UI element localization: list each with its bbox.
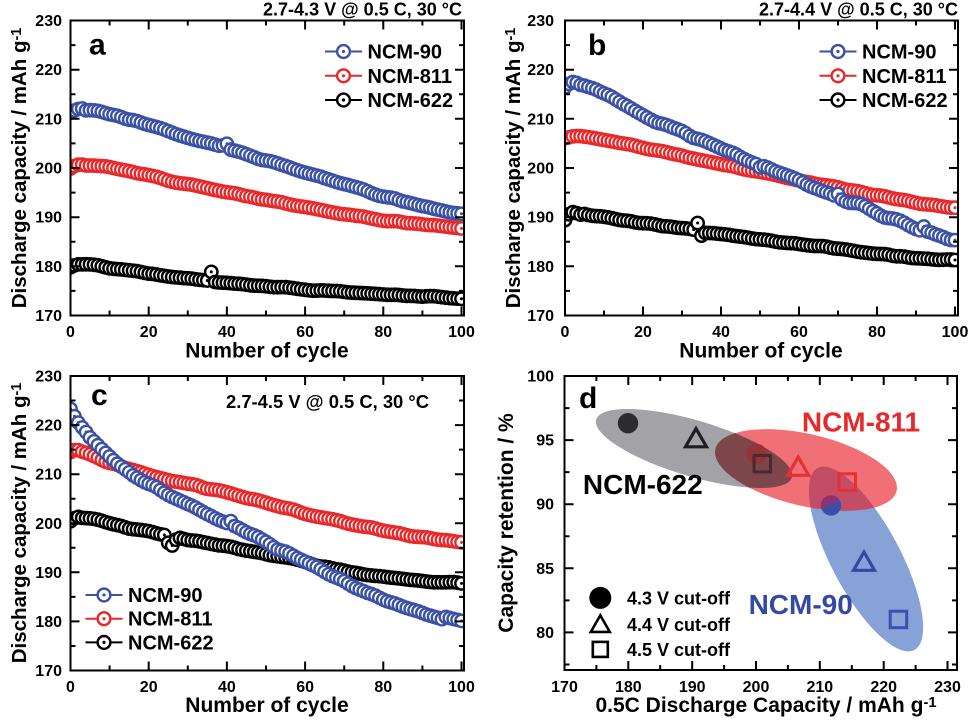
svg-text:220: 220	[35, 62, 62, 79]
svg-text:20: 20	[140, 679, 158, 696]
svg-text:180: 180	[527, 259, 554, 276]
svg-text:210: 210	[527, 111, 554, 128]
svg-text:c: c	[91, 379, 108, 412]
svg-text:100: 100	[448, 679, 475, 696]
svg-text:d: d	[579, 382, 597, 415]
svg-text:2.7-4.5 V @ 0.5 C, 30 °C: 2.7-4.5 V @ 0.5 C, 30 °C	[226, 392, 429, 412]
svg-text:Number of cycle: Number of cycle	[185, 694, 348, 717]
svg-text:170: 170	[35, 663, 62, 680]
svg-text:190: 190	[35, 210, 62, 227]
svg-text:230: 230	[527, 13, 554, 30]
svg-text:40: 40	[712, 324, 730, 341]
svg-text:2.7-4.3 V @ 0.5 C, 30 °C: 2.7-4.3 V @ 0.5 C, 30 °C	[263, 0, 462, 20]
svg-text:40: 40	[218, 679, 236, 696]
svg-text:0: 0	[66, 679, 75, 696]
svg-text:190: 190	[35, 565, 62, 582]
svg-text:Discharge capacity / mAh g-1: Discharge capacity / mAh g-1	[8, 28, 31, 309]
svg-text:NCM-90: NCM-90	[862, 42, 936, 64]
svg-text:200: 200	[35, 161, 62, 178]
svg-text:Capacity retention / %: Capacity retention / %	[495, 413, 518, 633]
svg-text:60: 60	[296, 324, 314, 341]
svg-text:210: 210	[35, 467, 62, 484]
svg-text:180: 180	[35, 614, 62, 631]
svg-text:200: 200	[527, 161, 554, 178]
svg-text:80: 80	[374, 324, 392, 341]
svg-text:180: 180	[35, 259, 62, 276]
svg-text:NCM-90: NCM-90	[749, 589, 853, 620]
svg-text:b: b	[588, 29, 606, 62]
svg-text:NCM-622: NCM-622	[368, 90, 454, 112]
svg-text:4.4 V cut-off: 4.4 V cut-off	[627, 615, 731, 635]
svg-text:0: 0	[66, 324, 75, 341]
svg-text:NCM-90: NCM-90	[128, 585, 202, 607]
svg-text:180: 180	[615, 679, 642, 696]
svg-text:170: 170	[527, 308, 554, 325]
svg-text:0: 0	[561, 324, 570, 341]
svg-text:80: 80	[868, 324, 886, 341]
svg-text:2.7-4.4 V @ 0.5 C, 30 °C: 2.7-4.4 V @ 0.5 C, 30 °C	[759, 0, 958, 20]
svg-text:230: 230	[934, 679, 961, 696]
svg-text:90: 90	[536, 497, 554, 514]
svg-text:NCM-90: NCM-90	[368, 42, 442, 64]
svg-text:80: 80	[536, 625, 554, 642]
svg-text:170: 170	[35, 308, 62, 325]
svg-text:NCM-811: NCM-811	[802, 407, 920, 438]
svg-text:60: 60	[296, 679, 314, 696]
svg-text:0.5C Discharge Capacity / mAh: 0.5C Discharge Capacity / mAh g-1	[595, 694, 936, 717]
svg-text:Number of cycle: Number of cycle	[185, 340, 348, 363]
svg-text:80: 80	[374, 679, 392, 696]
svg-text:4.5 V cut-off: 4.5 V cut-off	[627, 640, 731, 660]
svg-text:95: 95	[536, 433, 554, 450]
svg-text:NCM-811: NCM-811	[368, 66, 452, 88]
svg-text:190: 190	[527, 210, 554, 227]
svg-text:230: 230	[35, 369, 62, 386]
svg-text:170: 170	[551, 679, 578, 696]
svg-text:20: 20	[634, 324, 652, 341]
svg-text:40: 40	[218, 324, 236, 341]
svg-text:NCM-811: NCM-811	[128, 609, 212, 631]
svg-text:Number of cycle: Number of cycle	[679, 340, 842, 363]
svg-text:4.3 V cut-off: 4.3 V cut-off	[627, 588, 731, 608]
svg-text:NCM-622: NCM-622	[128, 632, 214, 654]
svg-text:60: 60	[790, 324, 808, 341]
svg-text:100: 100	[448, 324, 475, 341]
svg-text:NCM-811: NCM-811	[862, 66, 946, 88]
svg-text:220: 220	[35, 418, 62, 435]
svg-text:NCM-622: NCM-622	[862, 90, 948, 112]
svg-text:100: 100	[527, 369, 554, 386]
svg-text:220: 220	[527, 62, 554, 79]
svg-text:85: 85	[536, 561, 554, 578]
svg-text:Discharge capacity / mAh g-1: Discharge capacity / mAh g-1	[8, 383, 31, 664]
svg-text:a: a	[89, 29, 106, 62]
svg-text:200: 200	[743, 679, 770, 696]
svg-text:NCM-622: NCM-622	[583, 469, 703, 500]
svg-text:100: 100	[942, 324, 969, 341]
svg-text:210: 210	[806, 679, 833, 696]
svg-text:Discharge capacity / mAh g-1: Discharge capacity / mAh g-1	[502, 28, 525, 309]
svg-text:230: 230	[35, 13, 62, 30]
svg-text:190: 190	[679, 679, 706, 696]
svg-text:210: 210	[35, 111, 62, 128]
svg-text:200: 200	[35, 516, 62, 533]
svg-text:220: 220	[870, 679, 897, 696]
svg-text:20: 20	[140, 324, 158, 341]
